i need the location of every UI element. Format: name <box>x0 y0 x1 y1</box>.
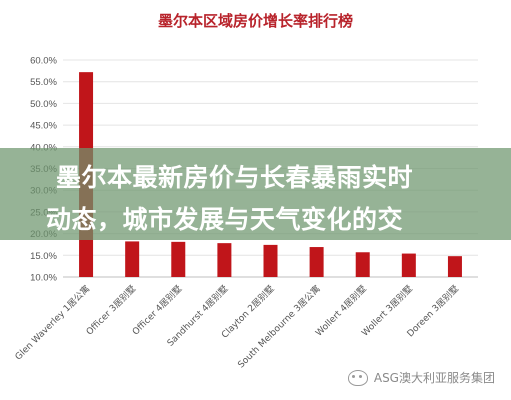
bar <box>263 244 278 277</box>
headline-line-1: 墨尔本最新房价与长春暴雨实时 <box>56 163 414 192</box>
y-tick-label: 45.0% <box>30 121 57 132</box>
headline-line-2: 动态，城市发展与天气变化的交 <box>46 205 404 234</box>
x-tick-label: South Melbourne 3居公寓 <box>235 283 323 371</box>
x-tick-label: Glen Waverley 1居公寓 <box>12 283 92 363</box>
y-tick-label: 60.0% <box>30 56 57 67</box>
chart-title: 墨尔本区域房价增长率排行榜 <box>157 12 353 30</box>
wechat-icon <box>347 369 368 386</box>
watermark: ASG澳大利亚服务集团 <box>347 369 495 386</box>
y-tick-label: 50.0% <box>30 99 57 110</box>
bar <box>309 247 324 277</box>
watermark-text: ASG澳大利亚服务集团 <box>373 371 495 385</box>
y-tick-label: 55.0% <box>30 77 57 88</box>
headline-banner[interactable]: 墨尔本最新房价与长春暴雨实时 动态，城市发展与天气变化的交 <box>0 148 511 240</box>
bar <box>355 252 370 277</box>
bar <box>447 256 462 277</box>
y-tick-label: 40.0% <box>30 142 57 153</box>
bar <box>171 241 186 277</box>
x-tick-label: Officer 4居别墅 <box>130 283 184 337</box>
y-tick-label: 15.0% <box>30 251 57 262</box>
x-tick-label: Officer 3居别墅 <box>84 283 138 337</box>
bar <box>217 243 232 277</box>
y-tick-label: 10.0% <box>30 273 57 284</box>
bar <box>401 253 416 277</box>
bar <box>125 241 140 277</box>
